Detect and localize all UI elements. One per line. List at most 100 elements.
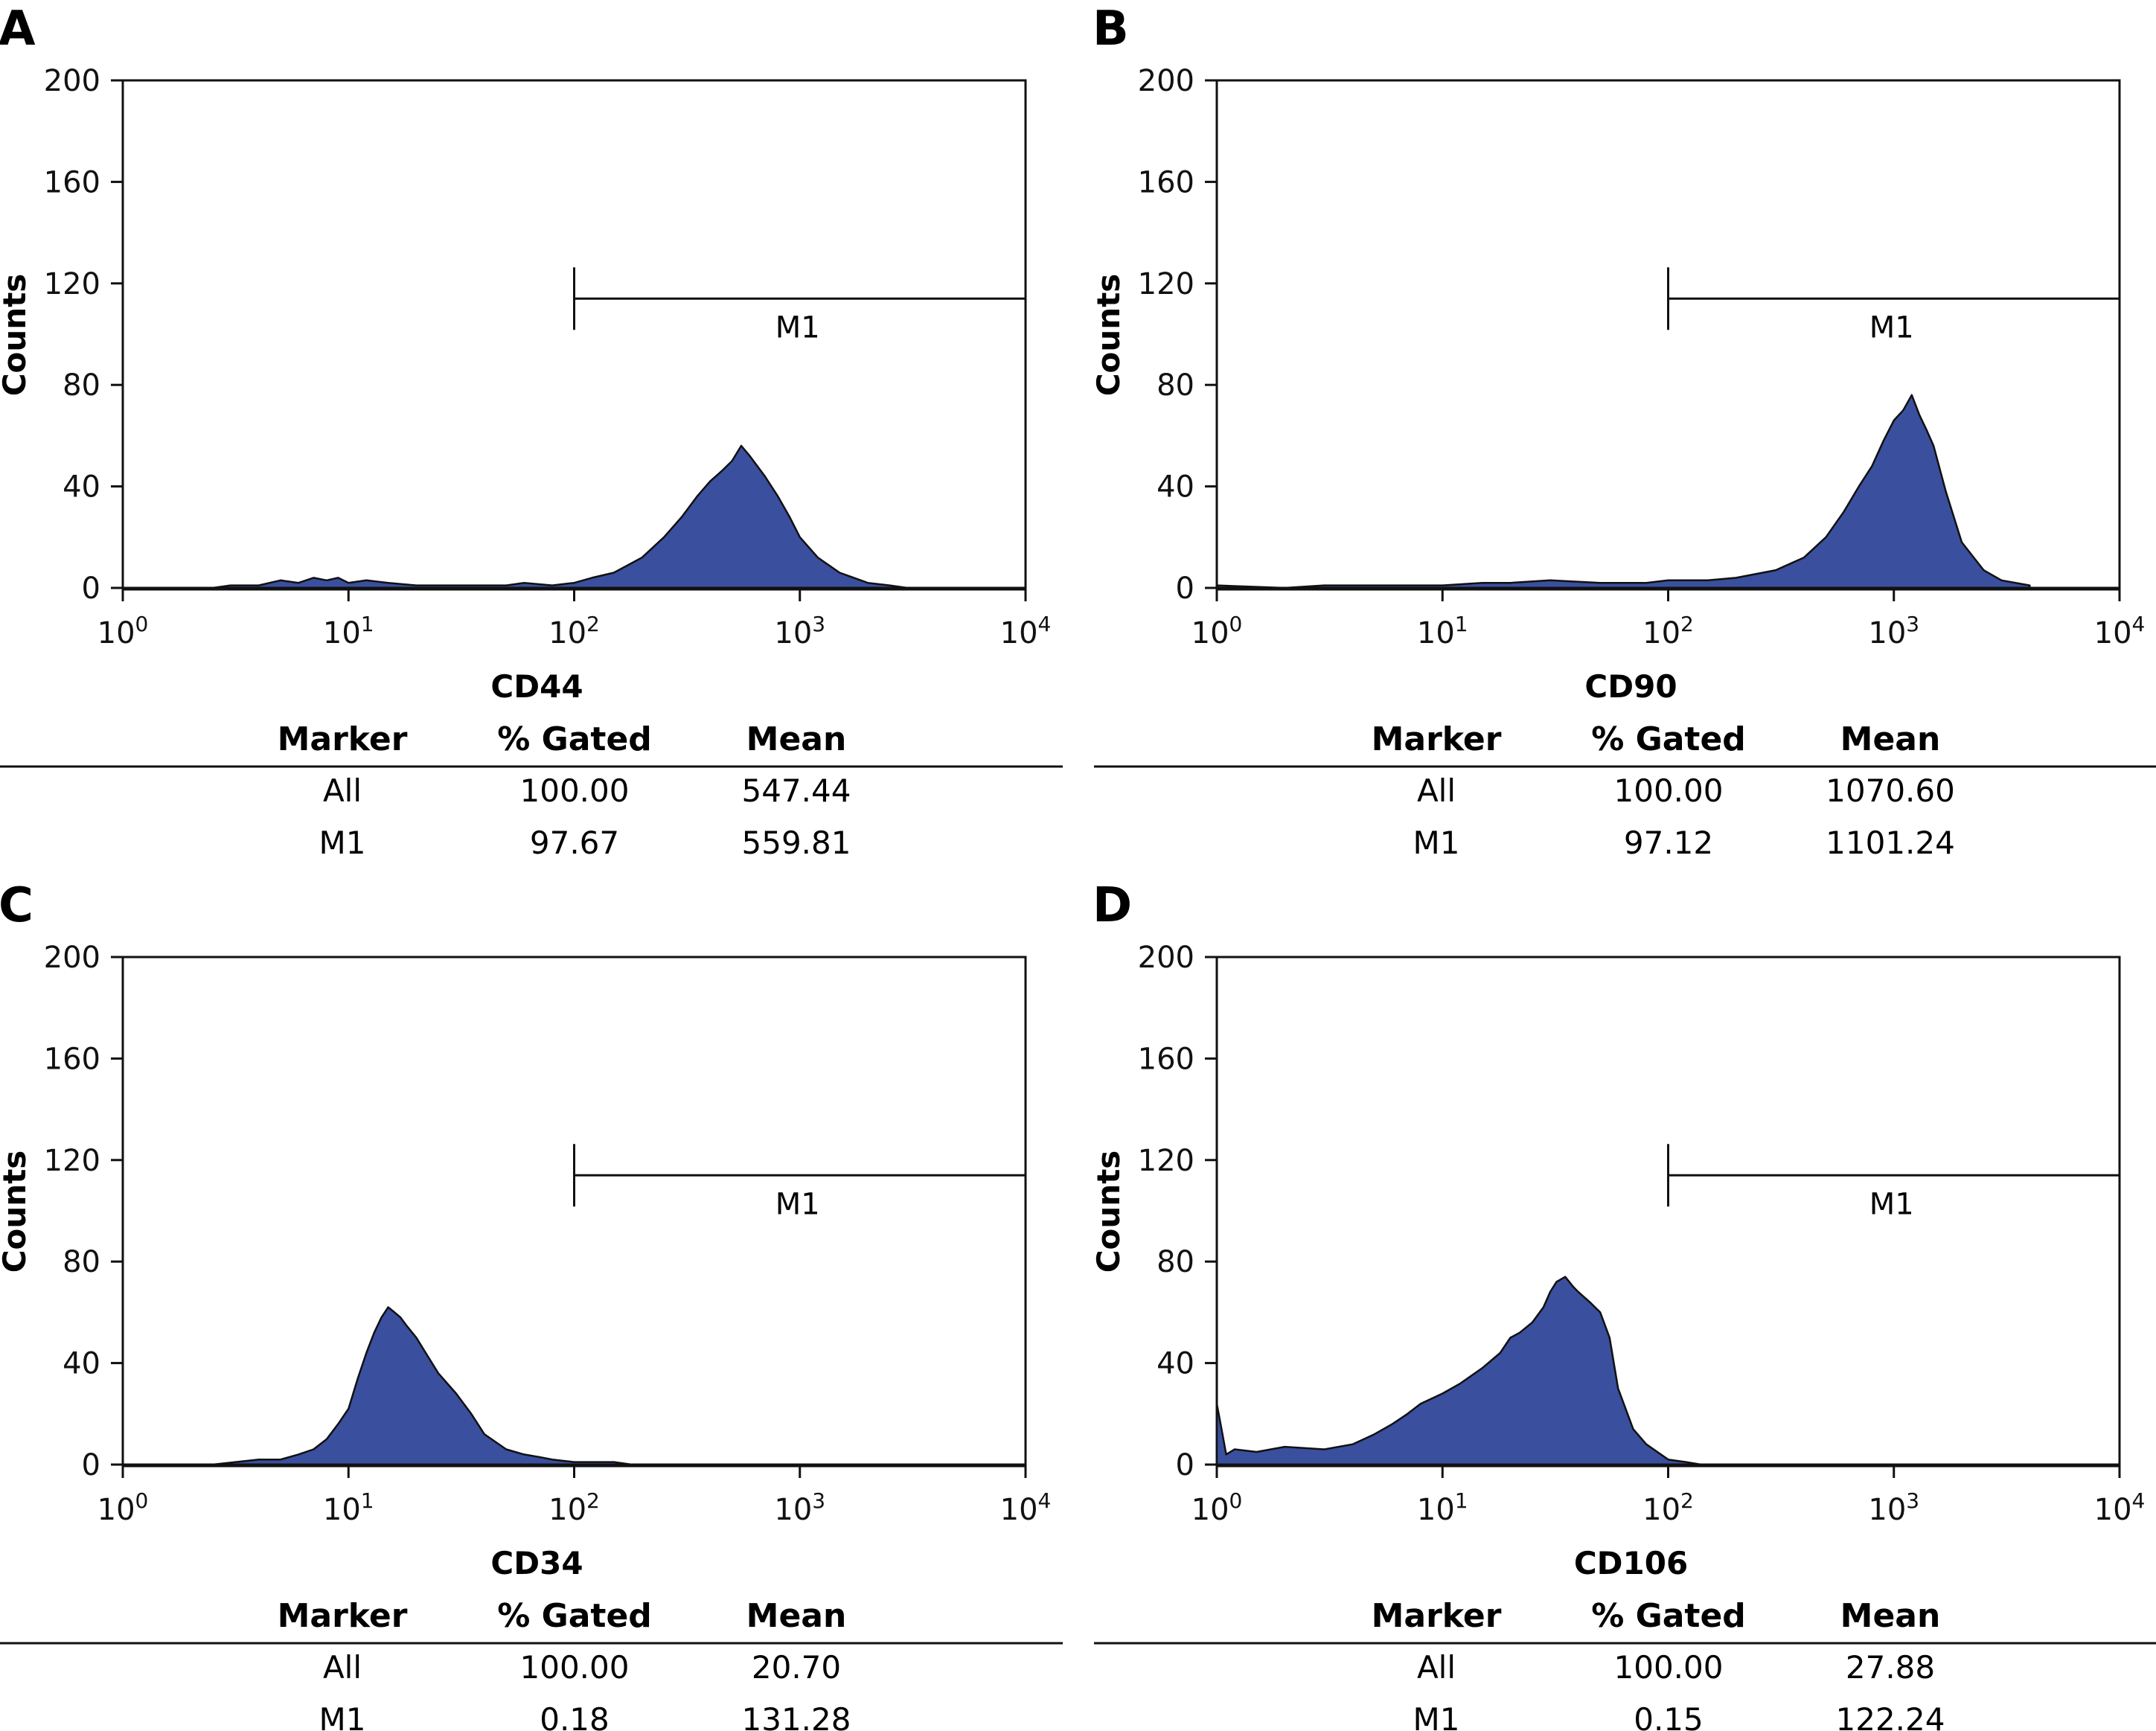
table-cell: 1070.60 [1826,772,1955,809]
panel-d: D 0 40 80 120 160 200 Counts 100 101 102 103 104 CD10… [1090,878,2156,1731]
x-tick-label: 100 [1191,612,1243,650]
panel-letter: A [0,1,36,57]
table-header-cell: Marker [1372,720,1502,758]
y-tick-label: 40 [63,470,100,505]
table-cell: All [1417,772,1456,809]
y-tick-label: 120 [1138,267,1194,301]
table-cell: 100.00 [520,1649,630,1686]
table-header-cell: % Gated [1591,720,1746,758]
table-cell: 100.00 [1614,1649,1724,1686]
panel-a: A 0 40 80 120 160 200 Counts 100 101 102 103 104 CD44… [0,1,1063,861]
table-header-cell: Mean [1840,1597,1941,1635]
histogram-area [1215,1276,1703,1466]
table-cell: 0.18 [540,1701,610,1731]
marker-gate-label: M1 [1869,310,1914,345]
x-tick-label: 102 [1642,1488,1694,1527]
table-cell: 0.15 [1634,1701,1704,1731]
x-axis-title: CD44 [490,668,583,705]
table-cell: 97.67 [530,825,619,861]
y-tick-label: 0 [82,1448,100,1482]
table-header-cell: Mean [1840,720,1941,758]
x-tick-label: 104 [1000,612,1052,650]
y-tick-label: 120 [1138,1144,1194,1178]
y-axis-title: Counts [0,1151,33,1273]
y-tick-label: 40 [63,1347,100,1381]
table-header-cell: Mean [746,1597,847,1635]
x-axis-title: CD106 [1574,1545,1688,1581]
table-header-cell: % Gated [1591,1597,1746,1635]
y-axis-title: Counts [0,274,33,397]
table-cell: M1 [319,825,366,861]
y-tick-label: 0 [1176,572,1194,606]
x-tick-label: 101 [323,1488,374,1527]
table-header-cell: % Gated [497,1597,652,1635]
y-tick-label: 80 [63,368,100,403]
y-tick-label: 40 [1157,1347,1194,1381]
panel-letter: C [0,878,33,933]
y-tick-label: 160 [1138,1042,1194,1076]
x-tick-label: 102 [1642,612,1694,650]
table-header-cell: % Gated [497,720,652,758]
histogram-area [1215,394,2031,589]
x-axis-title: CD90 [1584,668,1677,705]
x-tick-label: 104 [1000,1488,1052,1527]
y-tick-label: 120 [44,1144,100,1178]
histogram-area [121,444,909,589]
table-header-cell: Mean [746,720,847,758]
table-cell: 1101.24 [1826,825,1955,861]
plot-frame [1215,956,2121,1468]
panel-b: B 0 40 80 120 160 200 Counts 100 101 102 103 104 CD90… [1090,1,2156,861]
y-tick-label: 160 [44,165,100,199]
table-header-cell: Marker [1372,1597,1502,1635]
x-tick-label: 100 [97,1488,149,1527]
table-header-cell: Marker [278,1597,408,1635]
table-cell: 559.81 [742,825,851,861]
panel-letter: D [1093,878,1132,933]
table-cell: M1 [1413,825,1460,861]
y-tick-label: 40 [1157,470,1194,505]
table-cell: M1 [319,1701,366,1731]
x-tick-label: 102 [548,612,600,650]
marker-gate-label: M1 [775,1187,820,1221]
x-tick-label: 102 [548,1488,600,1527]
table-cell: 131.28 [742,1701,851,1731]
marker-gate-label: M1 [1869,1187,1914,1221]
panel-c: C 0 40 80 120 160 200 Counts 100 101 102 103 104 CD34… [0,878,1063,1731]
x-tick-label: 103 [774,1488,825,1527]
y-tick-label: 200 [1138,64,1194,98]
table-cell: 97.12 [1624,825,1713,861]
table-cell: 122.24 [1836,1701,1945,1731]
x-tick-label: 103 [1868,612,1919,650]
x-tick-label: 104 [2094,612,2146,650]
table-cell: 20.70 [752,1649,841,1686]
table-cell: All [1417,1649,1456,1686]
y-tick-label: 0 [1176,1448,1194,1482]
x-tick-label: 103 [774,612,825,650]
x-tick-label: 101 [1417,1488,1468,1527]
y-tick-label: 200 [44,941,100,975]
table-cell: All [323,772,362,809]
y-axis-title: Counts [1090,1151,1127,1273]
x-tick-label: 103 [1868,1488,1919,1527]
x-tick-label: 100 [97,612,149,650]
y-tick-label: 200 [1138,941,1194,975]
y-tick-label: 80 [63,1245,100,1279]
x-tick-label: 100 [1191,1488,1243,1527]
table-cell: 100.00 [1614,772,1724,809]
table-cell: All [323,1649,362,1686]
plot-frame [121,956,1027,1468]
y-tick-label: 200 [44,64,100,98]
y-tick-label: 160 [1138,165,1194,199]
y-tick-label: 160 [44,1042,100,1076]
y-tick-label: 120 [44,267,100,301]
table-cell: 100.00 [520,772,630,809]
x-axis-title: CD34 [490,1545,583,1581]
plot-frame [1215,79,2121,591]
y-tick-label: 80 [1157,368,1194,403]
marker-gate-label: M1 [775,310,820,345]
x-tick-label: 104 [2094,1488,2146,1527]
x-tick-label: 101 [323,612,374,650]
table-cell: M1 [1413,1701,1460,1731]
panel-letter: B [1093,1,1129,57]
